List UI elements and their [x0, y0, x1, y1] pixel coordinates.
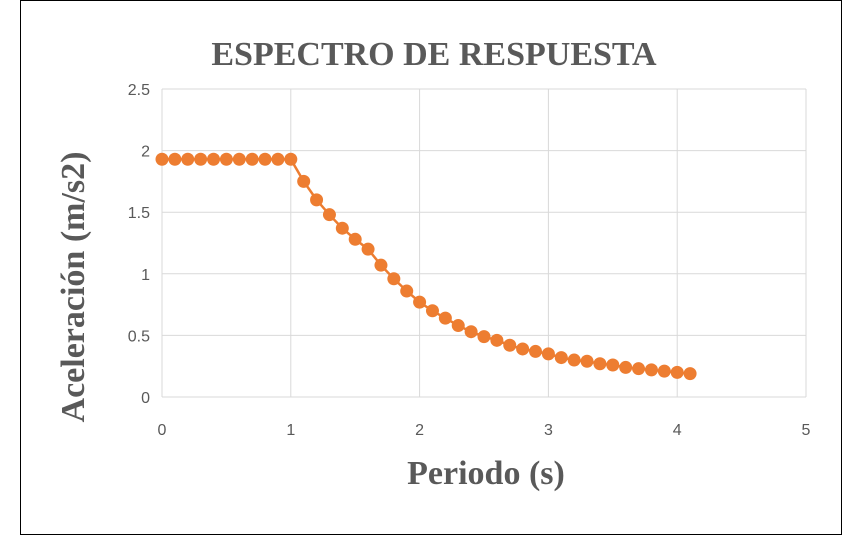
- data-series: [155, 152, 697, 381]
- data-point: [593, 357, 607, 371]
- x-tick-label: 3: [544, 422, 553, 439]
- chart-frame: ESPECTRO DE RESPUESTA 0 1 2 3 4 5 0 0.5 1 1.5 2 2.…: [20, 0, 842, 535]
- data-point: [413, 295, 427, 309]
- data-point: [194, 152, 208, 166]
- data-point: [348, 232, 362, 246]
- data-point: [232, 152, 246, 166]
- grid-lines: [161, 88, 807, 398]
- data-point: [374, 258, 388, 272]
- x-axis-title: Periodo (s): [407, 455, 565, 492]
- data-point: [644, 363, 658, 377]
- data-point: [464, 325, 478, 339]
- data-point: [516, 342, 530, 356]
- x-tick-label: 1: [286, 422, 295, 439]
- data-point: [219, 152, 233, 166]
- x-tick-label: 5: [802, 422, 811, 439]
- data-point: [503, 338, 517, 352]
- data-point: [168, 152, 182, 166]
- data-point: [310, 193, 324, 207]
- data-point: [387, 272, 401, 286]
- x-tick-label: 0: [158, 422, 167, 439]
- y-tick-label: 0.5: [128, 328, 150, 345]
- y-tick-label: 1: [141, 267, 150, 284]
- y-tick-label: 0: [141, 390, 150, 407]
- x-tick-label: 2: [415, 422, 424, 439]
- data-point: [580, 354, 594, 368]
- data-point: [490, 333, 504, 347]
- chart-title: ESPECTRO DE RESPUESTA: [211, 36, 657, 73]
- data-point: [258, 152, 272, 166]
- data-point: [207, 152, 221, 166]
- y-tick-label: 2: [141, 144, 150, 161]
- data-point: [155, 152, 169, 166]
- data-point: [284, 152, 298, 166]
- x-tick-label: 4: [673, 422, 682, 439]
- y-axis-title: Aceleración (m/s2): [55, 152, 92, 423]
- data-point: [322, 208, 336, 222]
- chart-svg: ESPECTRO DE RESPUESTA 0 1 2 3 4 5 0 0.5 1 1.5 2 2.…: [55, 36, 811, 492]
- series-line: [162, 157, 691, 375]
- data-point: [245, 152, 259, 166]
- data-point: [632, 362, 646, 376]
- data-point: [670, 365, 684, 379]
- data-point: [683, 367, 697, 381]
- data-point: [451, 319, 465, 333]
- data-point: [335, 221, 349, 235]
- data-point: [438, 311, 452, 325]
- y-tick-labels: 0 0.5 1 1.5 2 2.5: [128, 82, 150, 407]
- data-point: [619, 360, 633, 374]
- data-point: [297, 174, 311, 188]
- data-point: [400, 284, 414, 298]
- x-tick-labels: 0 1 2 3 4 5: [158, 422, 811, 439]
- data-point: [529, 344, 543, 358]
- data-point: [425, 304, 439, 318]
- data-point: [606, 358, 620, 372]
- data-point: [567, 353, 581, 367]
- data-point: [477, 330, 491, 344]
- data-point: [657, 364, 671, 378]
- data-point: [181, 152, 195, 166]
- y-tick-label: 1.5: [128, 205, 150, 222]
- data-point: [271, 152, 285, 166]
- y-tick-label: 2.5: [128, 82, 150, 99]
- data-point: [361, 242, 375, 256]
- data-point: [541, 347, 555, 361]
- data-point: [554, 351, 568, 365]
